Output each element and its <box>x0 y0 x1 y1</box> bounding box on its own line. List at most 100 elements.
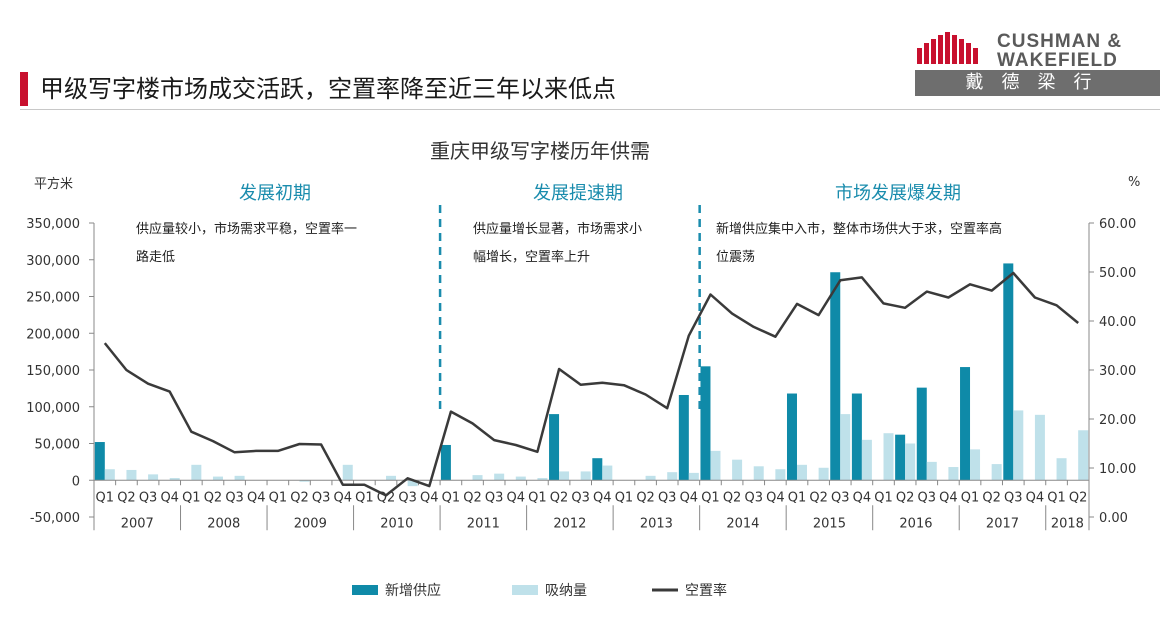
absorption-bar <box>602 465 613 481</box>
phase-note-line: 位震荡 <box>716 250 755 265</box>
title-accent-bar <box>20 72 28 106</box>
absorption-bar <box>494 473 505 481</box>
left-axis-tick-label: 50,000 <box>35 438 81 453</box>
absorption-bar <box>948 467 959 481</box>
quarter-label: Q4 <box>507 490 526 505</box>
absorption-bar <box>991 464 1002 481</box>
quarter-label: Q3 <box>398 490 417 505</box>
absorption-bar <box>645 475 656 481</box>
quarter-label: Q2 <box>550 490 569 505</box>
absorption-bar <box>775 469 786 481</box>
phase-note-line: 供应量较小，市场需求平稳，空置率一 <box>136 221 357 237</box>
absorption-bar <box>537 478 548 481</box>
supply-bar <box>549 414 560 481</box>
year-label: 2011 <box>467 516 500 531</box>
year-label: 2009 <box>294 516 327 531</box>
left-axis-tick-label: 200,000 <box>26 327 80 342</box>
supply-bar <box>916 387 927 481</box>
cushman-wakefield-logo: CUSHMAN & WAKEFIELD 戴德梁行 <box>915 26 1160 98</box>
right-axis-unit: % <box>1128 175 1140 190</box>
phase-title: 发展提速期 <box>533 183 623 204</box>
quarter-label: Q2 <box>636 490 655 505</box>
quarter-label: Q1 <box>528 490 547 505</box>
absorption-bar <box>1034 414 1045 481</box>
absorption-bar <box>796 464 807 481</box>
supply-bar <box>851 393 862 481</box>
left-axis-tick-label: -50,000 <box>30 511 80 526</box>
supply-bar <box>440 444 451 481</box>
phase-note-line: 供应量增长显著，市场需求小 <box>473 221 642 237</box>
quarter-label: Q1 <box>182 490 201 505</box>
quarter-label: Q2 <box>1069 490 1088 505</box>
right-axis-tick-label: 60.00 <box>1099 217 1136 232</box>
quarter-label: Q1 <box>442 490 461 505</box>
right-axis-tick-label: 30.00 <box>1099 364 1136 379</box>
absorption-bar <box>342 464 353 481</box>
quarter-label: Q1 <box>701 490 720 505</box>
quarter-label: Q2 <box>809 490 828 505</box>
quarter-label: Q4 <box>593 490 612 505</box>
quarter-label: Q3 <box>831 490 850 505</box>
absorption-bar <box>667 472 678 481</box>
absorption-bar <box>169 478 180 481</box>
quarter-label: Q1 <box>1047 490 1066 505</box>
legend-swatch-supply <box>352 585 378 595</box>
quarter-label: Q4 <box>680 490 699 505</box>
supply-bar <box>592 458 603 481</box>
quarter-label: Q2 <box>290 490 309 505</box>
quarter-label: Q3 <box>918 490 937 505</box>
quarter-label: Q2 <box>982 490 1001 505</box>
quarter-label: Q2 <box>896 490 915 505</box>
quarter-label: Q3 <box>658 490 677 505</box>
absorption-bar <box>191 464 202 481</box>
quarter-label: Q4 <box>1026 490 1045 505</box>
quarter-label: Q4 <box>766 490 785 505</box>
absorption-bar <box>861 439 872 481</box>
right-axis-tick-label: 20.00 <box>1099 413 1136 428</box>
supply-bar <box>960 367 971 481</box>
phase-note-line: 新增供应集中入市，整体市场供大于求，空置率高 <box>716 221 1002 237</box>
quarter-label: Q1 <box>96 490 115 505</box>
absorption-bar <box>126 469 137 481</box>
phase-note-line: 幅增长，空置率上升 <box>473 249 590 265</box>
absorption-bar <box>1078 430 1089 481</box>
year-label: 2007 <box>121 516 154 531</box>
quarter-label: Q3 <box>225 490 244 505</box>
quarter-label: Q1 <box>355 490 374 505</box>
absorption-bar <box>1056 458 1067 481</box>
absorption-bar <box>212 476 223 481</box>
quarter-label: Q3 <box>485 490 504 505</box>
left-axis-tick-label: 250,000 <box>26 291 80 306</box>
year-label: 2016 <box>899 516 932 531</box>
right-axis-tick-label: 0.00 <box>1099 511 1128 526</box>
quarter-label: Q4 <box>333 490 352 505</box>
absorption-bar <box>559 471 570 481</box>
quarter-label: Q2 <box>117 490 136 505</box>
absorption-bar <box>386 475 397 481</box>
year-label: 2013 <box>640 516 673 531</box>
logo-bars-icon <box>917 32 978 64</box>
quarter-label: Q3 <box>1004 490 1023 505</box>
quarter-label: Q2 <box>204 490 223 505</box>
year-label: 2010 <box>380 516 413 531</box>
quarter-label: Q4 <box>160 490 179 505</box>
supply-bar <box>786 393 797 481</box>
left-axis-tick-label: 300,000 <box>26 254 80 269</box>
absorption-bar <box>580 471 591 481</box>
year-label: 2018 <box>1051 516 1084 531</box>
chart-title: 重庆甲级写字楼历年供需 <box>430 139 650 163</box>
absorption-bar <box>926 461 937 481</box>
quarter-label: Q2 <box>463 490 482 505</box>
absorption-bar <box>299 480 310 482</box>
left-axis-tick-label: 0 <box>72 474 80 489</box>
supply-bar <box>94 442 105 481</box>
quarter-label: Q3 <box>312 490 331 505</box>
quarter-label: Q1 <box>269 490 288 505</box>
quarter-label: Q3 <box>744 490 763 505</box>
phase-title: 发展初期 <box>239 183 311 204</box>
quarter-label: Q1 <box>961 490 980 505</box>
quarter-label: Q4 <box>420 490 439 505</box>
supply-bar <box>895 434 906 481</box>
absorption-bar <box>104 469 115 481</box>
supply-bar <box>678 394 689 481</box>
